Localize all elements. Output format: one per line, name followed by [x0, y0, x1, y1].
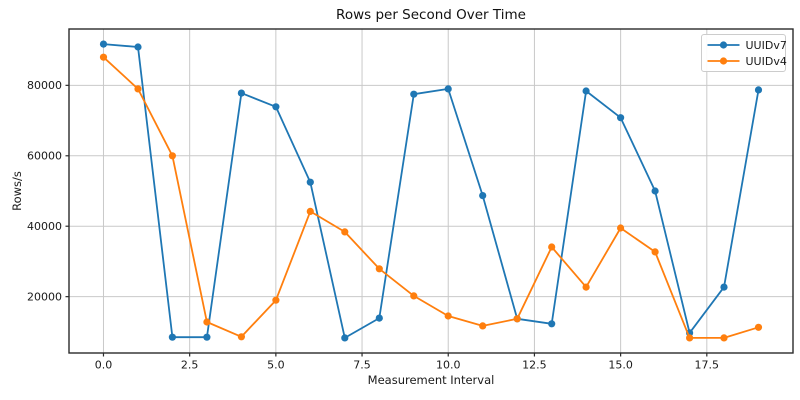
x-tick-label: 17.5 [695, 359, 720, 372]
data-point-uuidv7 [341, 334, 349, 342]
data-point-uuidv7 [479, 192, 487, 200]
data-point-uuidv7 [134, 43, 142, 51]
data-point-uuidv4 [203, 318, 211, 326]
legend-marker [719, 57, 728, 65]
y-axis-label: Rows/s [10, 171, 24, 211]
data-point-uuidv7 [444, 85, 452, 93]
data-point-uuidv7 [617, 114, 625, 122]
x-axis-label: Measurement Interval [368, 373, 495, 387]
data-point-uuidv4 [479, 322, 487, 330]
y-tick-labels: 20000 40000 60000 80000 [27, 79, 62, 303]
data-point-uuidv4 [237, 333, 245, 341]
data-point-uuidv4 [306, 207, 314, 215]
data-point-uuidv4 [548, 243, 556, 251]
data-point-uuidv7 [651, 187, 659, 195]
data-point-uuidv4 [272, 296, 280, 304]
data-point-uuidv7 [754, 86, 763, 94]
y-tick-label: 20000 [27, 290, 62, 303]
data-point-uuidv7 [99, 40, 108, 48]
data-point-uuidv7 [168, 333, 176, 341]
y-tick-label: 80000 [27, 79, 62, 92]
data-point-uuidv4 [651, 248, 659, 256]
data-point-uuidv7 [272, 103, 280, 111]
x-tick-label: 7.5 [353, 359, 371, 372]
y-tick-label: 40000 [27, 220, 62, 233]
data-point-uuidv7 [306, 178, 314, 186]
data-point-uuidv4 [720, 334, 728, 342]
legend-marker [719, 41, 728, 49]
data-point-uuidv7 [548, 320, 556, 328]
data-point-uuidv7 [410, 90, 418, 98]
data-point-uuidv4 [341, 228, 349, 236]
legend-label: UUIDv7 [746, 39, 787, 52]
x-tick-label: 5.0 [267, 359, 285, 372]
x-tick-label: 10.0 [436, 359, 461, 372]
y-tick-label: 60000 [27, 150, 62, 163]
x-tick-label: 0.0 [95, 359, 113, 372]
legend-item-uuidv4: UUIDv4 [707, 55, 787, 68]
data-point-uuidv4 [134, 85, 142, 93]
data-point-uuidv4 [99, 53, 108, 61]
series-line-uuidv4 [102, 56, 760, 339]
data-point-uuidv4 [754, 323, 763, 331]
axis-tick-marks [65, 84, 708, 357]
data-point-uuidv7 [582, 87, 590, 95]
data-point-uuidv4 [686, 334, 694, 342]
series-line-uuidv7 [102, 43, 760, 339]
data-point-uuidv7 [375, 314, 383, 322]
data-point-uuidv7 [720, 283, 728, 291]
data-point-uuidv4 [444, 312, 452, 320]
x-tick-label: 2.5 [181, 359, 199, 372]
x-tick-label: 15.0 [608, 359, 633, 372]
data-point-uuidv4 [513, 315, 521, 323]
plot-border [68, 28, 794, 354]
data-point-uuidv4 [375, 265, 383, 273]
data-point-uuidv7 [237, 89, 245, 97]
data-point-uuidv4 [168, 152, 176, 160]
chart-title: Rows per Second Over Time [336, 7, 526, 23]
x-tick-labels: 0.0 2.5 5.0 7.5 10.0 12.5 15.0 17.5 [95, 359, 719, 372]
legend-item-uuidv7: UUIDv7 [707, 39, 787, 52]
data-point-uuidv4 [410, 292, 418, 300]
x-tick-label: 12.5 [522, 359, 547, 372]
legend-label: UUIDv4 [746, 55, 787, 68]
data-series [99, 40, 763, 342]
grid-lines [69, 29, 793, 353]
data-point-uuidv4 [582, 283, 590, 291]
legend: UUIDv7 UUIDv4 [701, 34, 787, 72]
data-point-uuidv7 [203, 333, 211, 341]
data-point-uuidv4 [617, 224, 625, 232]
